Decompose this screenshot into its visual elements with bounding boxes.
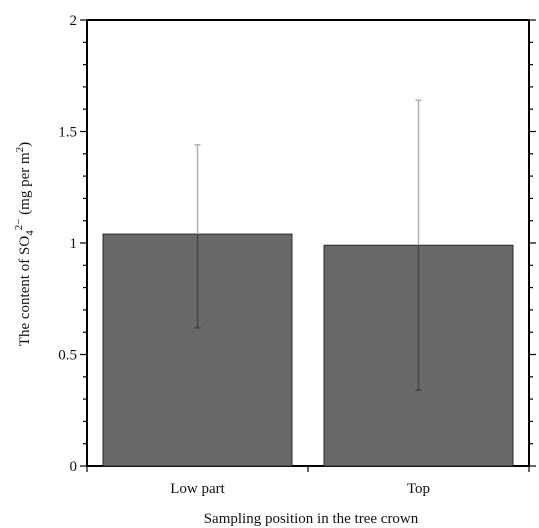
y-axis-title-superscript-2: 2 bbox=[14, 147, 26, 153]
y-axis-title-prefix: The content of SO bbox=[17, 236, 33, 347]
y-tick-label: 1 bbox=[70, 236, 78, 252]
x-axis-title: Sampling position in the tree crown bbox=[204, 511, 419, 527]
y-axis-title: The content of SO42− (mg per m2) bbox=[13, 142, 36, 346]
y-axis-ticks bbox=[80, 19, 536, 467]
x-tick-label: Top bbox=[407, 481, 430, 497]
bars bbox=[102, 233, 514, 467]
x-tick-label: Low part bbox=[170, 481, 225, 497]
y-tick-label: 0.5 bbox=[58, 348, 77, 364]
x-axis-tick-labels: Low part Top bbox=[170, 481, 430, 497]
y-axis-title-subscript: 4 bbox=[24, 230, 36, 236]
y-axis-title-superscript: 2− bbox=[13, 219, 25, 231]
error-bars bbox=[194, 99, 422, 391]
y-tick-label: 0 bbox=[70, 459, 78, 475]
y-tick-label: 1.5 bbox=[58, 125, 77, 141]
y-axis-title-middle: (mg per m bbox=[17, 152, 33, 219]
y-tick-label: 2 bbox=[70, 13, 78, 29]
y-axis-title-suffix: ) bbox=[17, 142, 33, 147]
y-axis-tick-labels: 0 0.5 1 1.5 2 bbox=[58, 13, 77, 475]
x-axis-ticks bbox=[86, 466, 530, 472]
